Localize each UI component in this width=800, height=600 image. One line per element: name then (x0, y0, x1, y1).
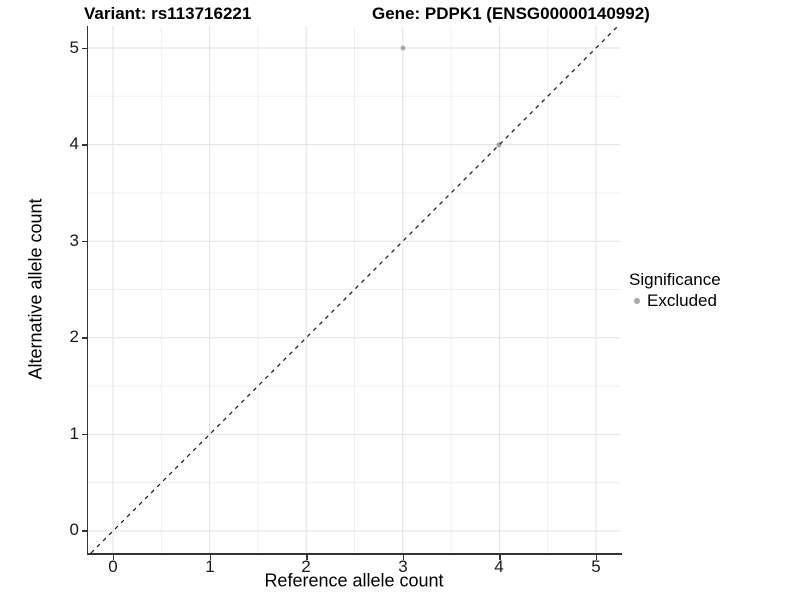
y-tick (81, 47, 87, 49)
legend-title: Significance (629, 270, 721, 289)
x-tick (499, 554, 501, 560)
x-tick-label: 1 (205, 557, 215, 576)
data-point-excluded (496, 142, 502, 148)
y-tick-label: 4 (69, 134, 79, 153)
y-tick (81, 530, 87, 532)
x-tick (595, 554, 597, 560)
legend: Significance Excluded (629, 270, 721, 311)
legend-item-label: Excluded (647, 291, 717, 310)
y-axis-line (86, 26, 88, 555)
y-tick-label: 0 (69, 520, 79, 539)
plot-panel (88, 26, 620, 553)
variant-title: Variant: rs113716221 (84, 4, 252, 23)
x-tick-label: 5 (591, 557, 601, 576)
y-tick (81, 337, 87, 339)
y-tick-label: 5 (69, 38, 79, 57)
legend-item-excluded: Excluded (629, 291, 721, 311)
data-point-excluded (400, 45, 406, 51)
excluded-point-icon (634, 298, 640, 304)
x-tick-label: 4 (494, 557, 504, 576)
x-tick (306, 554, 308, 560)
x-tick (402, 554, 404, 560)
x-axis-line (86, 553, 622, 555)
y-axis-title: Alternative allele count (25, 198, 46, 380)
x-tick-label: 0 (108, 557, 118, 576)
points-layer (88, 26, 620, 553)
y-tick (81, 240, 87, 242)
x-tick (112, 554, 114, 560)
y-tick (81, 144, 87, 146)
gene-title: Gene: PDPK1 (ENSG00000140992) (372, 4, 650, 23)
y-tick (81, 433, 87, 435)
x-tick-label: 3 (398, 557, 408, 576)
x-tick (209, 554, 211, 560)
x-tick-label: 2 (301, 557, 311, 576)
x-axis-title: Reference allele count (264, 570, 444, 591)
y-tick-label: 1 (69, 424, 79, 443)
y-tick-label: 3 (69, 231, 79, 250)
y-tick-label: 2 (69, 327, 79, 346)
